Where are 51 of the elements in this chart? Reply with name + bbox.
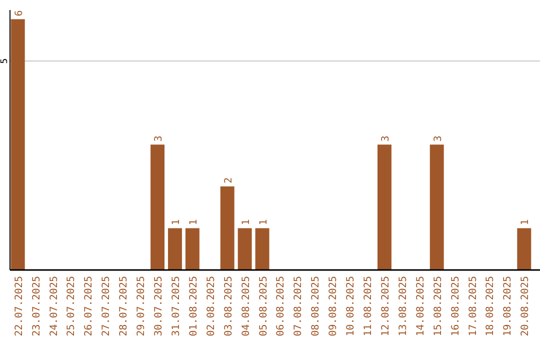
x-tick-label: 07.08.2025: [293, 276, 304, 336]
data-label: 1: [170, 219, 182, 226]
x-tick-label: 31.07.2025: [170, 276, 182, 336]
x-tick-label: 02.08.2025: [206, 276, 217, 336]
x-tick-label: 13.08.2025: [398, 276, 409, 336]
x-tick-label: 09.08.2025: [328, 276, 340, 336]
x-tick-label: 28.07.2025: [118, 276, 130, 336]
x-tick-label: 20.08.2025: [520, 276, 532, 336]
x-tick-label: 01.08.2025: [188, 276, 200, 336]
x-tick-label: 29.07.2025: [136, 276, 148, 336]
x-tick-label: 05.08.2025: [258, 276, 270, 336]
x-tick-label: 12.08.2025: [380, 276, 392, 336]
x-tick-label: 11.08.2025: [363, 276, 374, 336]
bar: [220, 186, 234, 270]
x-tick-label: 18.08.2025: [485, 276, 496, 336]
x-tick-label: 14.08.2025: [415, 276, 426, 336]
x-tick-label: 30.07.2025: [154, 276, 165, 336]
bar: [517, 228, 532, 270]
x-tick-label: 10.08.2025: [346, 276, 357, 336]
data-label: 1: [240, 219, 252, 226]
x-tick-label: 17.08.2025: [468, 276, 479, 336]
x-tick-label: 03.08.2025: [223, 276, 234, 336]
bar: [430, 144, 444, 270]
x-tick-label: 23.07.2025: [31, 276, 42, 336]
bar: [238, 228, 252, 270]
y-tick-label: 5: [0, 58, 10, 64]
x-tick-label: 26.07.2025: [84, 276, 95, 336]
bar: [168, 228, 182, 270]
bar: [10, 19, 25, 270]
x-tick-label: 04.08.2025: [240, 276, 252, 336]
x-tick-label: 24.07.2025: [48, 276, 60, 336]
x-tick-label: 22.07.2025: [14, 276, 25, 336]
data-label: 1: [188, 219, 200, 226]
x-tick-label: 16.08.2025: [450, 276, 462, 336]
x-tick-label: 06.08.2025: [276, 276, 287, 336]
data-label: 6: [14, 10, 25, 16]
x-tick-label: 15.08.2025: [432, 276, 444, 336]
data-label: 3: [154, 136, 165, 142]
data-label: 2: [223, 177, 234, 184]
bar: [255, 228, 270, 270]
x-tick-label: 25.07.2025: [66, 276, 78, 336]
data-label: 1: [258, 219, 270, 226]
data-label: 3: [432, 136, 444, 142]
data-label: 3: [380, 136, 392, 142]
x-tick-label: 27.07.2025: [101, 276, 112, 336]
bar: [185, 228, 200, 270]
bar: [150, 144, 165, 270]
data-label: 1: [520, 219, 532, 226]
x-tick-label: 08.08.2025: [310, 276, 322, 336]
x-tick-label: 19.08.2025: [502, 276, 514, 336]
bar: [377, 144, 392, 270]
